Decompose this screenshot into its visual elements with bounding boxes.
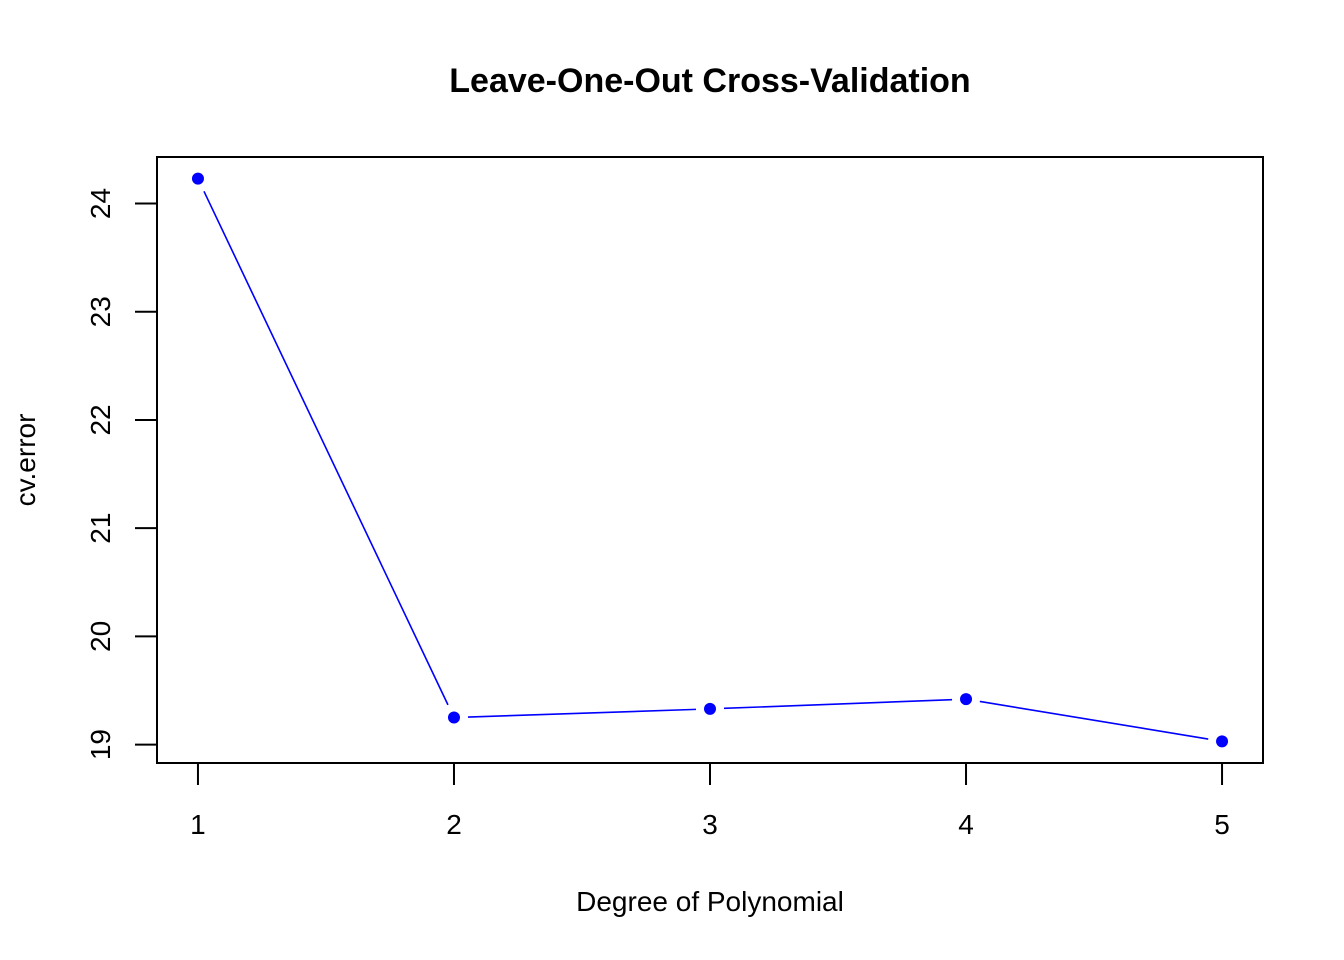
series-line-segment (979, 700, 1209, 740)
series-line-segment (467, 708, 697, 718)
data-point (191, 172, 204, 185)
y-tick-label: 20 (85, 621, 116, 652)
y-tick-label: 24 (85, 188, 116, 219)
y-tick-label: 21 (85, 513, 116, 544)
y-tick-label: 22 (85, 404, 116, 435)
x-axis-label: Degree of Polynomial (576, 886, 844, 917)
y-axis-label: cv.error (10, 414, 41, 507)
y-tick-label: 19 (85, 729, 116, 760)
data-point (960, 693, 973, 706)
chart-title: Leave-One-Out Cross-Validation (449, 62, 970, 100)
series-line-segment (723, 698, 953, 710)
series-line-segment (203, 190, 449, 706)
x-tick-label: 4 (958, 809, 974, 840)
x-tick-label: 3 (702, 809, 718, 840)
data-point (704, 702, 716, 715)
x-tick-label: 5 (1214, 809, 1230, 840)
data-point (447, 711, 460, 724)
x-tick-label: 1 (190, 809, 206, 840)
y-axis: 19 20 21 22 23 24 (85, 188, 158, 760)
x-axis: 1 2 3 4 5 (190, 762, 1230, 840)
series-group (191, 172, 1229, 748)
y-tick-label: 23 (85, 296, 116, 327)
x-tick-label: 2 (446, 809, 462, 840)
data-point (1216, 735, 1229, 748)
